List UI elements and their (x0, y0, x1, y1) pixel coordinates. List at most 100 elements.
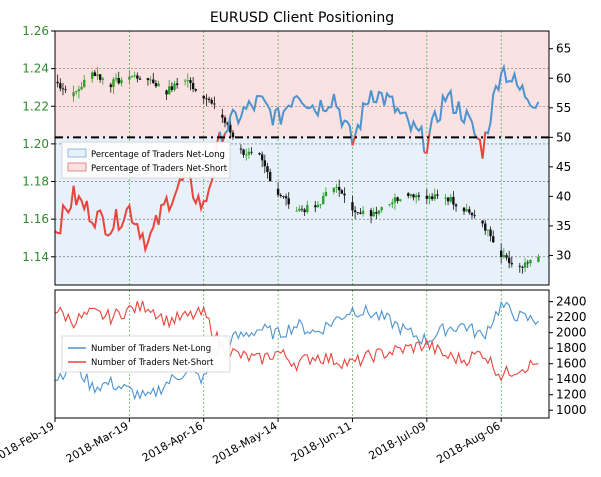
candle-body (245, 154, 248, 156)
candle-body (351, 202, 354, 211)
top-panel: 1.14 1.16 1.18 1.20 1.22 1.24 1.26 30 35 40 45 50 5… (22, 24, 571, 286)
candle-body (226, 122, 229, 125)
percent-net-short-line (424, 133, 431, 154)
candle-body (324, 191, 328, 196)
right-tick-label: 60 (556, 71, 571, 85)
candle-body (489, 229, 492, 237)
candle-body (340, 190, 344, 194)
candle-body (510, 263, 514, 265)
candle-body (149, 79, 152, 81)
candle-body (425, 195, 429, 199)
bottom-tick-label: 2200 (556, 310, 587, 324)
left-tick-label: 1.20 (22, 137, 49, 151)
candle-body (213, 103, 216, 105)
candle-body (282, 196, 285, 197)
bottom-tick-label: 2400 (556, 295, 587, 309)
candle-body (444, 197, 447, 199)
candle-body (521, 266, 524, 268)
percent-net-long-line (428, 88, 479, 139)
bottom-tick-label: 1600 (556, 357, 587, 371)
candle-body (407, 193, 410, 196)
right-tick-label: 45 (556, 160, 571, 174)
candle-body (120, 79, 123, 84)
candle-body (452, 196, 455, 205)
candle-body (454, 204, 458, 207)
legend-label: Number of Traders Net-Short (91, 358, 214, 368)
candle-body (279, 194, 282, 197)
count-lines (54, 300, 539, 401)
candle-body (136, 75, 139, 79)
right-tick-label: 65 (556, 42, 571, 56)
candle-body (263, 160, 267, 167)
chart-title: EURUSD Client Positioning (210, 10, 394, 26)
candle-body (98, 74, 102, 80)
candle-body (284, 196, 288, 199)
candle-body (388, 204, 391, 206)
percent-net-long-line (484, 63, 540, 136)
candle-body (80, 86, 83, 90)
legend-box (61, 141, 231, 179)
candle-body (303, 209, 306, 213)
candle-body (375, 211, 378, 214)
candle-body (499, 250, 503, 258)
candle-body (133, 75, 136, 77)
candle-body (428, 196, 431, 199)
candle-body (399, 199, 402, 201)
left-tick-label: 1.24 (22, 62, 49, 76)
candle-body (484, 223, 487, 231)
left-tick-label: 1.16 (22, 212, 49, 226)
candle-body (173, 83, 176, 90)
candle-body (207, 98, 211, 101)
candle-body (183, 80, 187, 82)
candle-body (138, 78, 142, 80)
candle-body (306, 204, 309, 213)
bottom-tick-label: 1200 (556, 388, 587, 402)
candle-body (83, 79, 86, 87)
candle-body (165, 90, 168, 95)
candle-body (90, 72, 94, 79)
x-tick-label: 2018-Feb-19 (0, 419, 57, 465)
candle-body (298, 208, 301, 211)
candle-body (372, 211, 375, 217)
candle-body (316, 204, 320, 208)
candle-body (369, 210, 373, 217)
candle-body (130, 76, 134, 77)
candle-body (470, 212, 474, 216)
candle-body (260, 154, 264, 161)
percent-net-short-line (476, 131, 487, 159)
left-tick-label: 1.26 (22, 24, 49, 38)
candle-body (210, 100, 213, 104)
candle-body (391, 202, 394, 205)
percent-net-long-line (224, 93, 354, 146)
candle-body (412, 194, 415, 198)
candle-body (221, 114, 224, 118)
x-tick-label: 2018-Apr-16 (140, 419, 205, 464)
candle-body (523, 262, 527, 268)
x-tick-label: 2018-Jul-09 (367, 419, 429, 462)
candles (56, 67, 540, 274)
candle-body (481, 220, 484, 224)
candle-body (518, 265, 521, 267)
legend-swatch (67, 162, 87, 172)
candle-body (229, 124, 232, 133)
bottom-panel-frame (54, 289, 550, 419)
right-tick-label: 40 (556, 189, 571, 203)
candle-body (61, 88, 65, 90)
candle-body (356, 212, 359, 213)
right-tick-label: 35 (556, 219, 571, 233)
candle-body (96, 74, 99, 76)
candle-body (417, 195, 421, 197)
candle-body (473, 215, 476, 217)
right-tick-label: 55 (556, 101, 571, 115)
x-axis-ticks: 2018-Feb-19 2018-Mar-19 2018-Apr-16 2018-Ma… (0, 418, 503, 467)
candle-body (449, 196, 452, 202)
candle-body (537, 256, 540, 262)
candle-body (335, 186, 338, 188)
candle-body (492, 236, 495, 243)
left-tick-label: 1.14 (22, 250, 49, 264)
bottom-tick-label: 1400 (556, 372, 587, 386)
candle-body (117, 77, 120, 84)
